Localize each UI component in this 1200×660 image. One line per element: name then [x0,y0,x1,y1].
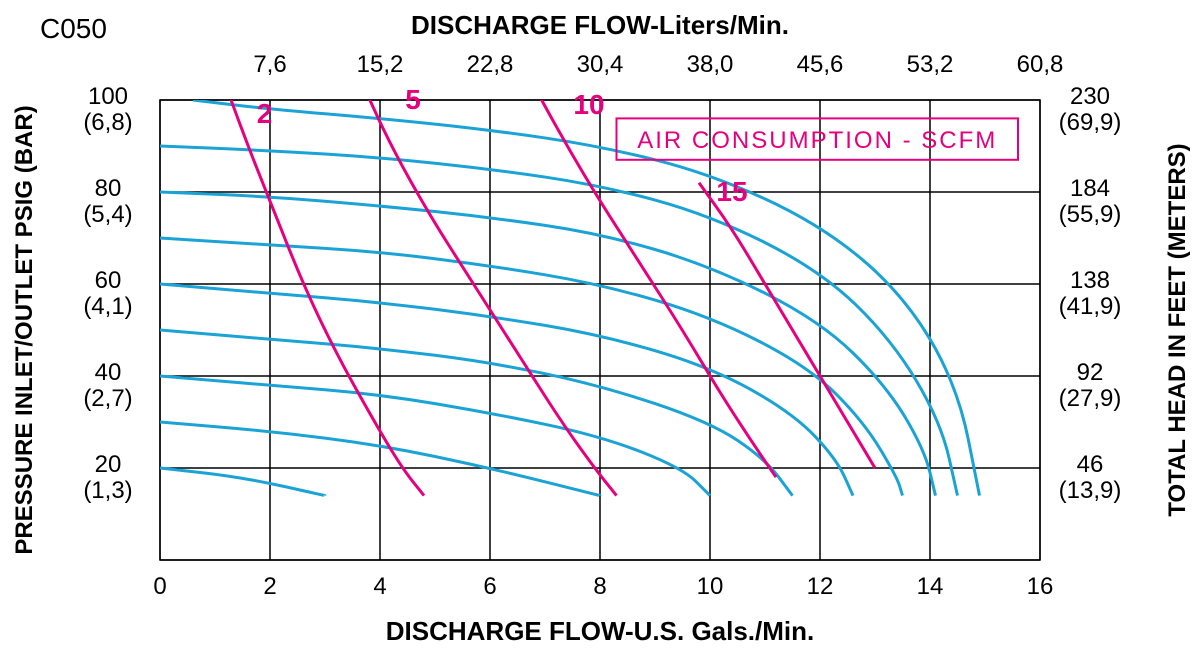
y-tick-right-primary: 138 [1070,267,1110,294]
y-tick-right-secondary: (27,9) [1059,385,1122,412]
y-tick-right-secondary: (41,9) [1059,293,1122,320]
x-tick-bottom: 8 [593,573,606,600]
y-tick-left-primary: 100 [88,83,128,110]
x-tick-top: 53,2 [907,51,954,78]
x-tick-bottom: 10 [697,573,724,600]
x-tick-bottom: 2 [263,573,276,600]
y-tick-right-primary: 184 [1070,175,1110,202]
y-tick-left-primary: 80 [95,175,122,202]
x-tick-bottom: 12 [807,573,834,600]
x-tick-top: 30,4 [577,51,624,78]
scfm-curve-label: 5 [405,84,421,115]
x-tick-bottom: 6 [483,573,496,600]
y-tick-right-primary: 230 [1070,83,1110,110]
x-tick-top: 15,2 [357,51,404,78]
y-tick-left-secondary: (2,7) [83,385,132,412]
y-tick-left-primary: 60 [95,267,122,294]
x-tick-bottom: 14 [917,573,944,600]
y-tick-right-secondary: (69,9) [1059,109,1122,136]
y-tick-left-primary: 40 [95,359,122,386]
scfm-curve-label: 15 [716,176,747,207]
performance-curve [160,238,903,496]
y-tick-left-secondary: (6,8) [83,109,132,136]
performance-curve [160,192,936,496]
performance-curve [160,468,325,496]
x-tick-bottom: 0 [153,573,166,600]
x-tick-top: 60,8 [1017,51,1064,78]
x-tick-top: 38,0 [687,51,734,78]
y-tick-right-secondary: (55,9) [1059,201,1122,228]
y-tick-left-secondary: (1,3) [83,477,132,504]
y-tick-right-secondary: (13,9) [1059,477,1122,504]
axis-label-left: PRESSURE INLET/OUTLET PSIG (BAR) [11,105,38,554]
pump-performance-chart: C050 DISCHARGE FLOW-Liters/Min. DISCHARGE … [0,0,1200,660]
x-tick-top: 7,6 [253,51,286,78]
y-tick-right-primary: 92 [1077,359,1104,386]
y-tick-right-primary: 46 [1077,451,1104,478]
x-tick-bottom: 4 [373,573,386,600]
axis-label-bottom: DISCHARGE FLOW-U.S. Gals./Min. [386,616,815,646]
x-tick-top: 22,8 [467,51,514,78]
air-consumption-label: AIR CONSUMPTION - SCFM [637,127,997,154]
chart-corner-title: C050 [40,13,107,44]
performance-curve [160,284,853,496]
axis-label-top: DISCHARGE FLOW-Liters/Min. [411,10,789,40]
scfm-curve-label: 10 [573,89,604,120]
x-tick-bottom: 16 [1027,573,1054,600]
scfm-curve-label: 2 [257,98,273,129]
y-tick-left-secondary: (4,1) [83,293,132,320]
y-tick-left-secondary: (5,4) [83,201,132,228]
x-tick-top: 45,6 [797,51,844,78]
axis-label-right: TOTAL HEAD IN FEET (METERS) [1164,143,1191,516]
y-tick-left-primary: 20 [95,451,122,478]
